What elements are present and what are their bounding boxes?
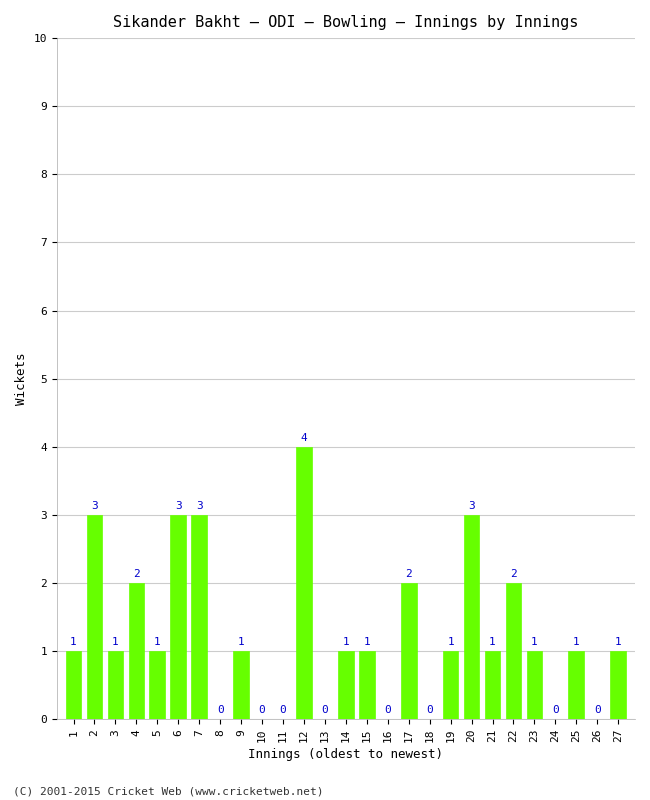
Text: 2: 2 xyxy=(133,569,140,579)
Text: 1: 1 xyxy=(238,637,244,647)
Bar xyxy=(610,651,626,719)
Bar xyxy=(359,651,374,719)
Text: 0: 0 xyxy=(594,705,601,715)
Text: 1: 1 xyxy=(615,637,621,647)
Text: 4: 4 xyxy=(300,433,307,442)
Bar xyxy=(338,651,354,719)
Text: 1: 1 xyxy=(343,637,349,647)
Text: 0: 0 xyxy=(259,705,265,715)
Bar xyxy=(233,651,249,719)
Bar xyxy=(485,651,500,719)
Text: 1: 1 xyxy=(447,637,454,647)
Text: 1: 1 xyxy=(531,637,538,647)
Text: 0: 0 xyxy=(280,705,287,715)
Text: 1: 1 xyxy=(112,637,119,647)
Bar xyxy=(129,583,144,719)
Text: 3: 3 xyxy=(175,501,181,511)
Text: 0: 0 xyxy=(322,705,328,715)
Y-axis label: Wickets: Wickets xyxy=(15,353,28,405)
Text: 3: 3 xyxy=(196,501,203,511)
Text: 0: 0 xyxy=(426,705,433,715)
Text: 1: 1 xyxy=(363,637,370,647)
Text: 0: 0 xyxy=(552,705,559,715)
Bar xyxy=(569,651,584,719)
Text: (C) 2001-2015 Cricket Web (www.cricketweb.net): (C) 2001-2015 Cricket Web (www.cricketwe… xyxy=(13,786,324,796)
Bar xyxy=(463,515,480,719)
Text: 0: 0 xyxy=(384,705,391,715)
X-axis label: Innings (oldest to newest): Innings (oldest to newest) xyxy=(248,748,443,761)
Text: 0: 0 xyxy=(217,705,224,715)
Text: 2: 2 xyxy=(406,569,412,579)
Text: 1: 1 xyxy=(573,637,580,647)
Bar xyxy=(191,515,207,719)
Bar xyxy=(150,651,165,719)
Bar xyxy=(86,515,102,719)
Bar xyxy=(108,651,124,719)
Text: 1: 1 xyxy=(489,637,496,647)
Bar xyxy=(526,651,542,719)
Bar xyxy=(506,583,521,719)
Bar xyxy=(170,515,186,719)
Bar xyxy=(443,651,458,719)
Bar xyxy=(401,583,417,719)
Bar xyxy=(66,651,81,719)
Bar xyxy=(296,446,312,719)
Text: 2: 2 xyxy=(510,569,517,579)
Title: Sikander Bakht – ODI – Bowling – Innings by Innings: Sikander Bakht – ODI – Bowling – Innings… xyxy=(113,15,578,30)
Text: 3: 3 xyxy=(91,501,98,511)
Text: 3: 3 xyxy=(468,501,475,511)
Text: 1: 1 xyxy=(154,637,161,647)
Text: 1: 1 xyxy=(70,637,77,647)
